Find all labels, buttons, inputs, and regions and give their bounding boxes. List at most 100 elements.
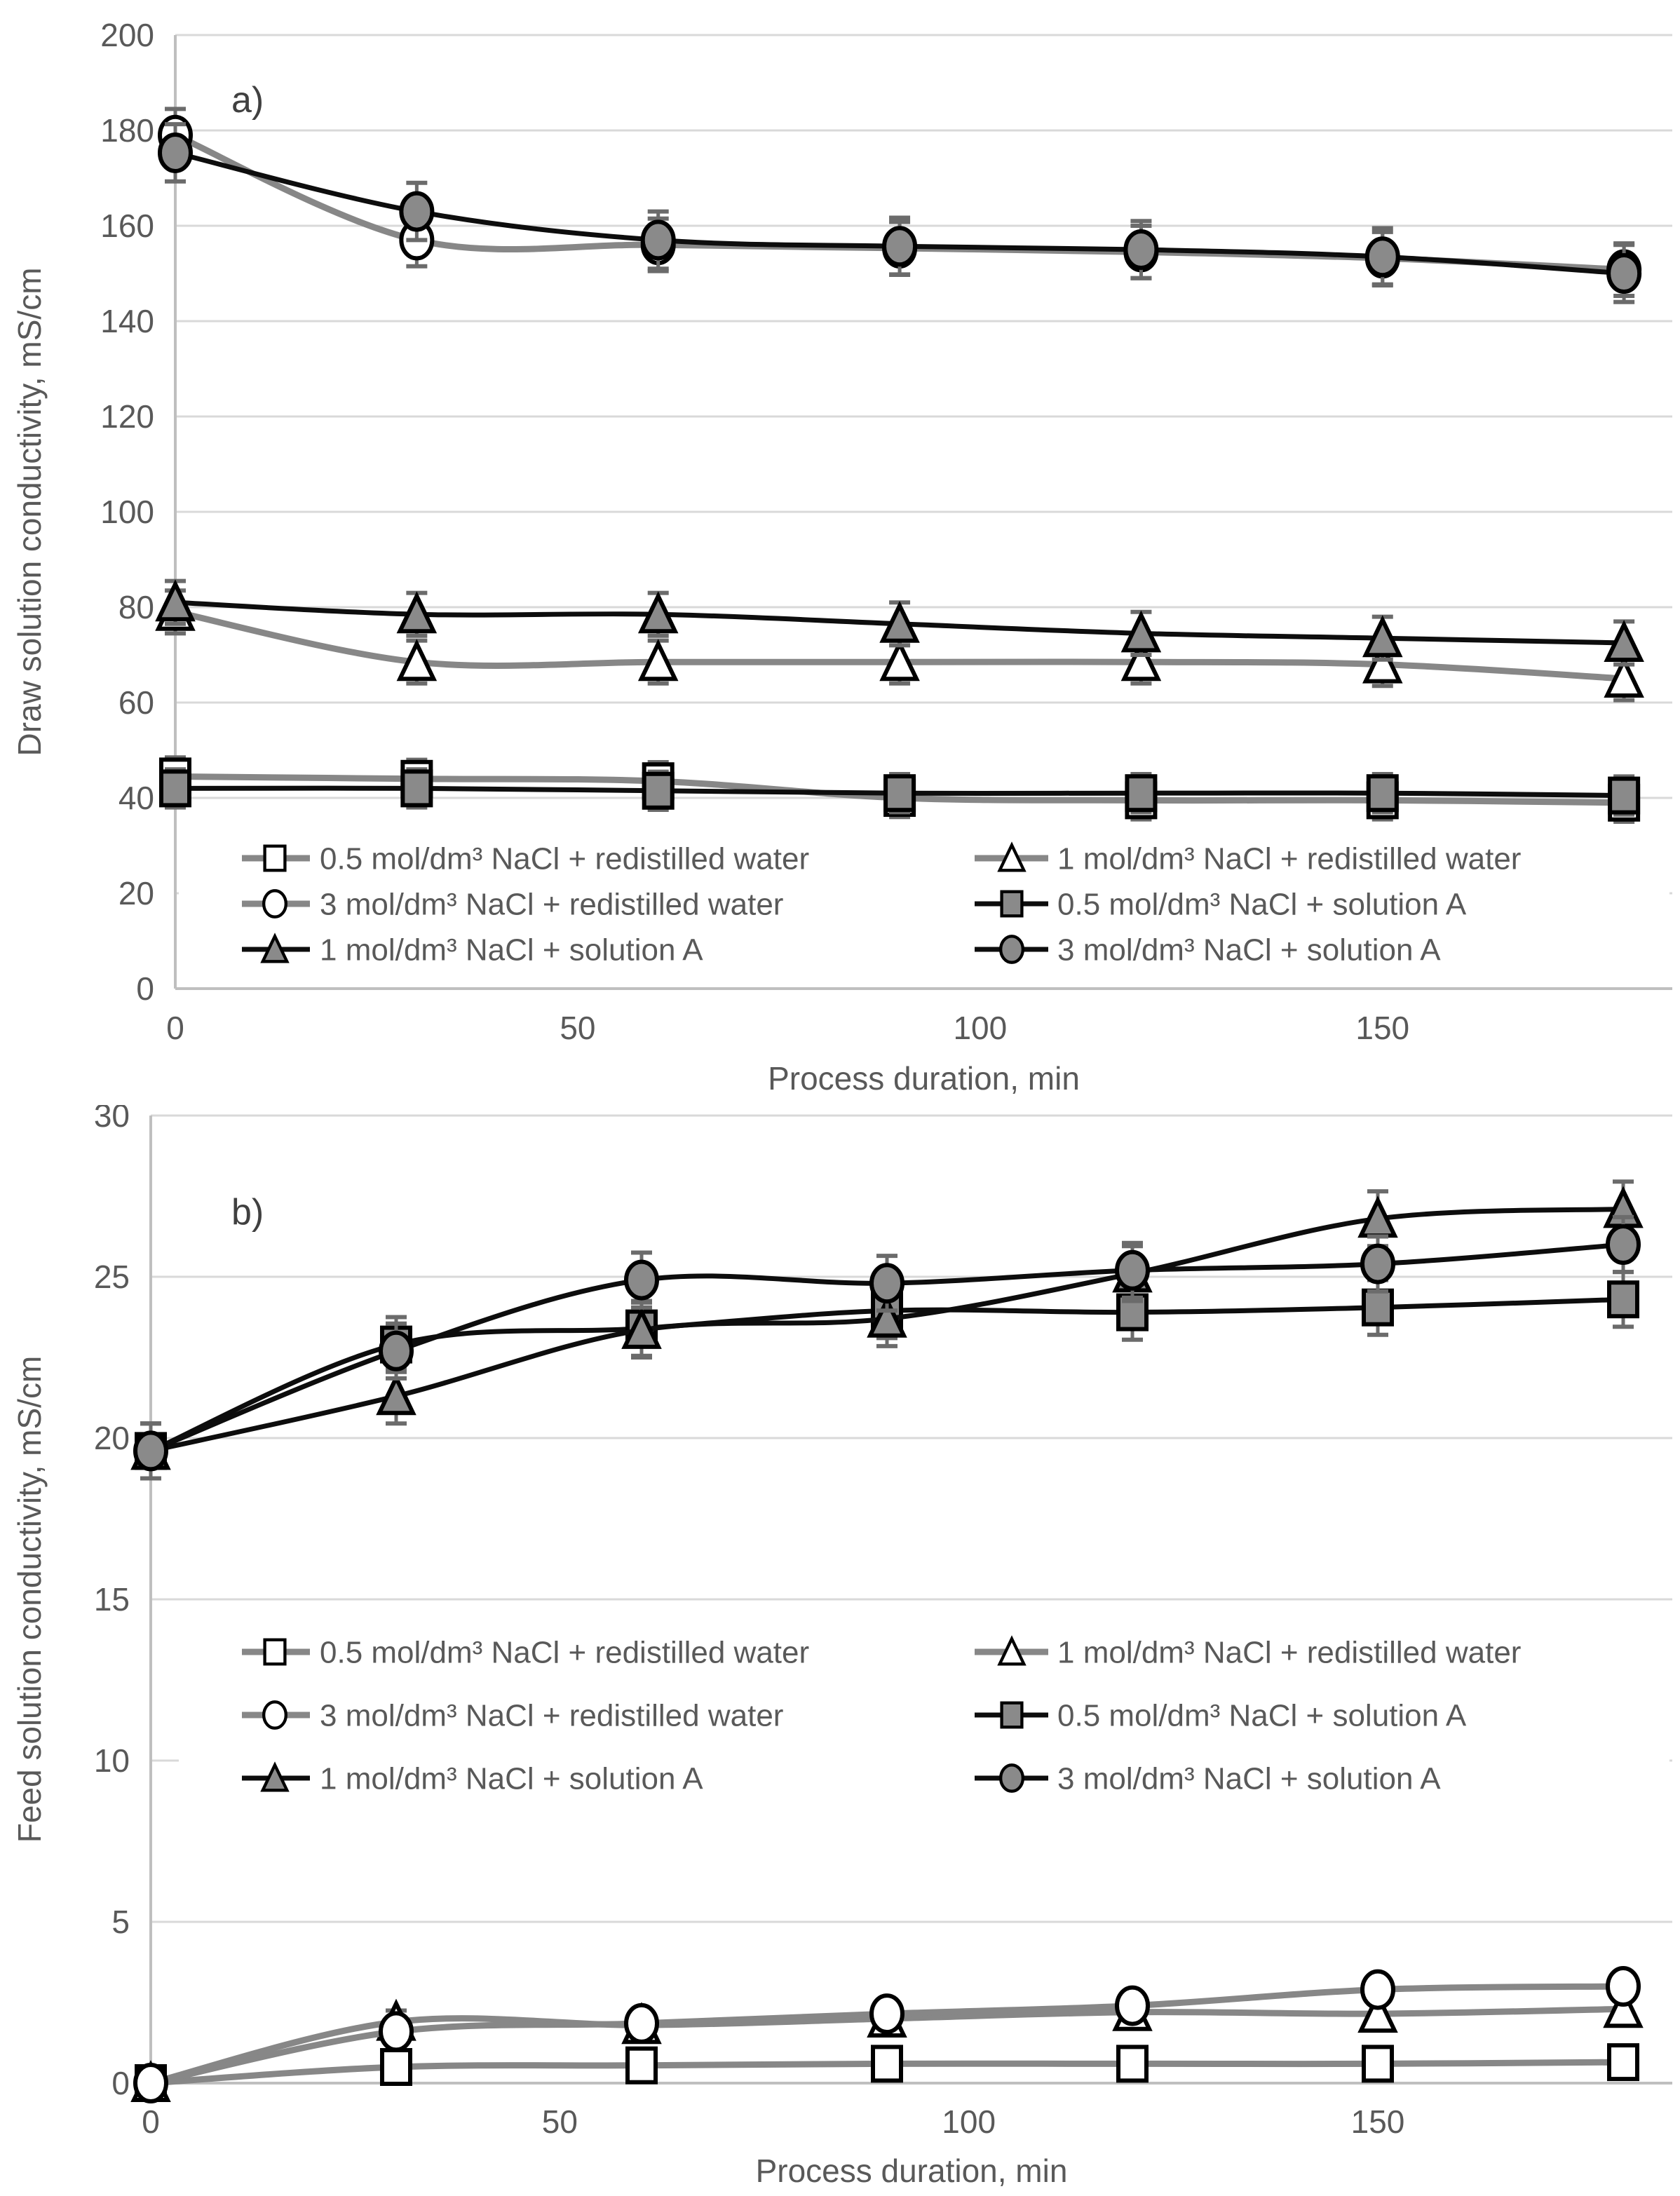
- data-point-square-marker: [1607, 1280, 1639, 1319]
- data-point-square-marker: [625, 2046, 658, 2085]
- data-point-circle-marker: [624, 1259, 659, 1301]
- data-point-triangle-marker: [396, 639, 438, 682]
- x-tick-label: 50: [542, 2103, 578, 2140]
- y-tick-label: 80: [118, 589, 154, 625]
- data-point-triangle-marker: [1120, 610, 1162, 653]
- y-tick-label: 180: [100, 112, 154, 149]
- data-point-circle-marker: [1364, 236, 1400, 278]
- y-tick-label: 10: [94, 1742, 130, 1779]
- data-point-square-marker: [1362, 1288, 1394, 1327]
- data-point-triangle-marker: [396, 591, 438, 634]
- data-point-circle-marker: [869, 1263, 905, 1304]
- y-tick-label: 30: [94, 1105, 130, 1134]
- legend-label: 1 mol/dm³ NaCl + solution A: [320, 1761, 703, 1796]
- legend-item: 3 mol/dm³ NaCl + solution A: [975, 1761, 1441, 1796]
- legend-item: 1 mol/dm³ NaCl + solution A: [242, 933, 703, 967]
- data-point-triangle-marker: [637, 591, 679, 634]
- legend-label: 0.5 mol/dm³ NaCl + solution A: [1057, 887, 1467, 921]
- y-tick-label: 15: [94, 1581, 130, 1618]
- data-point-triangle-marker: [376, 1373, 416, 1416]
- legend-square-marker: [1000, 890, 1024, 918]
- legend-item: 0.5 mol/dm³ NaCl + solution A: [975, 887, 1467, 921]
- legend-background: [179, 1620, 1669, 1831]
- y-tick-label: 60: [118, 684, 154, 721]
- y-tick-label: 0: [136, 970, 154, 1007]
- panel-a-chart: 0 20 40 60 80 100 120 140 160 180 200 0 50 100 150 Proc…: [11, 17, 1672, 1097]
- x-tick-label: 0: [142, 2103, 160, 2140]
- data-point-triangle-marker: [1604, 656, 1644, 698]
- x-tick-label: 150: [1355, 1010, 1409, 1046]
- data-point-circle-marker: [133, 2063, 168, 2103]
- data-point-circle-marker: [1115, 1249, 1150, 1291]
- y-axis-title: Draw solution conductivity, mS/cm: [11, 267, 48, 756]
- legend-item: 1 mol/dm³ NaCl + redistilled water: [975, 841, 1521, 876]
- data-point-circle-marker: [158, 132, 193, 173]
- legend-item: 0.5 mol/dm³ NaCl + solution A: [975, 1698, 1467, 1733]
- data-point-circle-marker: [640, 219, 676, 261]
- data-point-square-marker: [1116, 2045, 1149, 2083]
- data-point-circle-marker: [869, 1993, 905, 2035]
- legend-item: 1 mol/dm³ NaCl + redistilled water: [975, 1635, 1521, 1669]
- legend-label: 3 mol/dm³ NaCl + solution A: [1057, 1761, 1441, 1796]
- series-5: [158, 122, 1642, 304]
- legend-square-marker: [1000, 1701, 1024, 1729]
- legend-item: 0.5 mol/dm³ NaCl + redistilled water: [242, 841, 809, 876]
- data-point-circle-marker: [1606, 253, 1642, 294]
- data-point-circle-marker: [399, 191, 435, 232]
- y-axis-title: Feed solution conductivity, mS/cm: [11, 1356, 48, 1843]
- data-point-square-marker: [642, 771, 675, 810]
- data-point-triangle-marker: [1357, 1991, 1398, 2033]
- legend-label: 1 mol/dm³ NaCl + redistilled water: [1057, 841, 1521, 876]
- legend-label: 3 mol/dm³ NaCl + redistilled water: [320, 1698, 783, 1733]
- legend-circle-marker: [262, 1700, 288, 1730]
- data-point-triangle-marker: [1362, 615, 1403, 658]
- legend-item: 3 mol/dm³ NaCl + redistilled water: [242, 887, 783, 921]
- data-point-square-marker: [1608, 776, 1641, 815]
- data-point-triangle-marker: [155, 579, 196, 622]
- y-tick-label: 200: [100, 17, 154, 53]
- y-tick-label: 100: [100, 494, 154, 530]
- x-tick-label: 0: [166, 1010, 184, 1046]
- data-point-triangle-marker: [637, 639, 679, 682]
- legend-label: 3 mol/dm³ NaCl + solution A: [1057, 933, 1441, 967]
- legend-triangle-marker: [997, 1635, 1027, 1666]
- legend-square-marker: [263, 844, 287, 872]
- legend-square-marker: [263, 1638, 287, 1666]
- data-point-square-marker: [871, 2045, 903, 2083]
- legend-item: 3 mol/dm³ NaCl + solution A: [975, 933, 1441, 967]
- panel-b-chart: 0 5 10 15 20 25 30 0 50 100 150 Process duration, m…: [11, 1105, 1672, 2189]
- panel-label: a): [231, 80, 264, 121]
- data-point-square-marker: [1362, 2045, 1394, 2083]
- series-0: [135, 2043, 1639, 2102]
- legend-triangle-marker: [260, 1761, 290, 1792]
- data-point-circle-marker: [1360, 1969, 1395, 2010]
- legend-background: [179, 833, 1669, 976]
- x-axis-title: Process duration, min: [768, 1060, 1080, 1097]
- x-tick-label: 100: [942, 2103, 996, 2140]
- legend-label: 3 mol/dm³ NaCl + redistilled water: [320, 887, 783, 921]
- x-tick-label: 150: [1351, 2103, 1405, 2140]
- data-point-circle-marker: [1115, 1985, 1150, 2026]
- y-tick-label: 5: [111, 1904, 130, 1940]
- data-point-triangle-marker: [879, 600, 920, 643]
- series-2: [133, 1966, 1641, 2103]
- data-point-circle-marker: [1360, 1243, 1395, 1285]
- x-tick-label: 50: [560, 1010, 595, 1046]
- y-tick-label: 25: [94, 1259, 130, 1295]
- x-axis-title: Process duration, min: [756, 2153, 1068, 2189]
- data-point-triangle-marker: [1362, 641, 1403, 684]
- data-point-circle-marker: [379, 1330, 414, 1371]
- data-point-triangle-marker: [1603, 1986, 1644, 2028]
- series-5: [133, 1214, 1641, 1481]
- series-3: [159, 767, 1641, 817]
- data-point-circle-marker: [1606, 1224, 1641, 1265]
- legend-label: 0.5 mol/dm³ NaCl + solution A: [1057, 1698, 1467, 1733]
- data-point-circle-marker: [882, 226, 918, 267]
- legend-triangle-marker: [260, 933, 290, 963]
- data-point-triangle-marker: [1604, 620, 1644, 662]
- y-tick-label: 160: [100, 208, 154, 244]
- series-4: [155, 578, 1644, 667]
- data-point-circle-marker: [1123, 229, 1159, 270]
- data-point-square-marker: [1125, 774, 1158, 813]
